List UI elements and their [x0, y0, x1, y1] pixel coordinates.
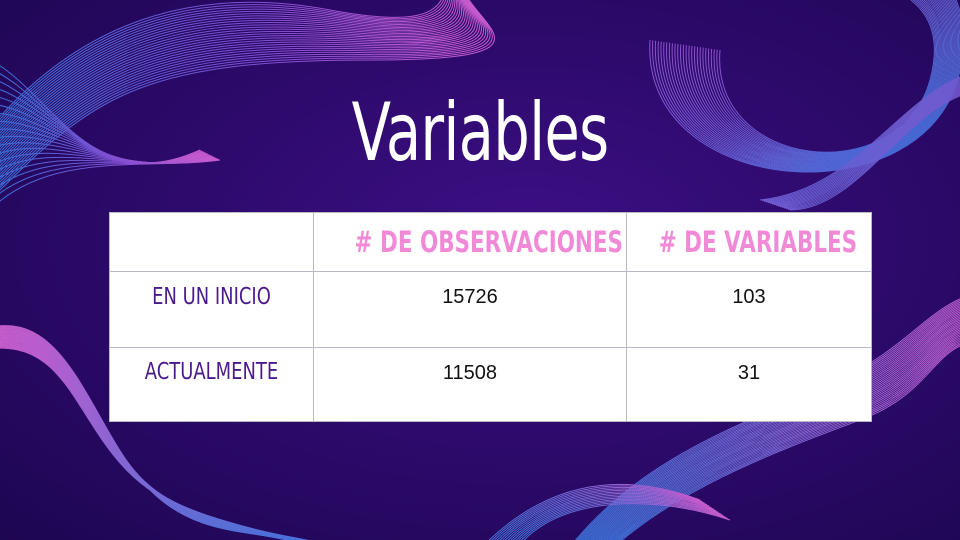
variables-cell: 31 [626, 347, 872, 422]
bottom-left-wave [0, 325, 309, 540]
table-row: ACTUALMENTE 11508 31 [109, 347, 872, 422]
row-label: ACTUALMENTE [144, 358, 279, 385]
header-observaciones: # DE OBSERVACIONES [313, 212, 627, 272]
table-row: EN UN INICIO 15726 103 [109, 271, 872, 348]
header-variables: # DE VARIABLES [626, 212, 872, 272]
observaciones-cell: 15726 [313, 271, 627, 348]
variables-cell: 103 [626, 271, 872, 348]
row-label-cell: EN UN INICIO [109, 271, 314, 348]
table-header-row: # DE OBSERVACIONES # DE VARIABLES [109, 212, 872, 272]
top-left-wave [0, 0, 495, 202]
observaciones-cell: 11508 [313, 347, 627, 422]
slide-title: Variables [351, 86, 609, 179]
variables-table: # DE OBSERVACIONES # DE VARIABLES EN UN … [109, 212, 872, 422]
row-label-cell: ACTUALMENTE [109, 347, 314, 422]
row-label: EN UN INICIO [152, 283, 271, 310]
header-empty-cell [109, 212, 314, 272]
top-right-wave [649, 0, 960, 211]
